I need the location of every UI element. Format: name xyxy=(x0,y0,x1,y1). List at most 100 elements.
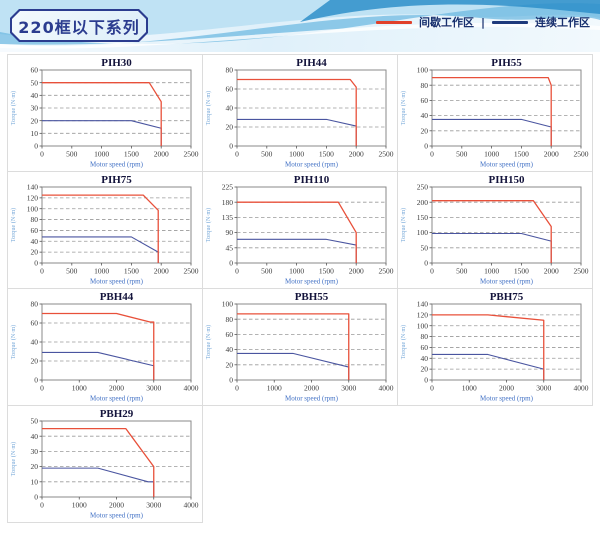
svg-text:PIH110: PIH110 xyxy=(294,174,330,186)
svg-text:PIH75: PIH75 xyxy=(101,174,132,186)
svg-text:Torque (N·m): Torque (N·m) xyxy=(10,442,17,476)
svg-text:100: 100 xyxy=(417,321,429,330)
svg-text:40: 40 xyxy=(31,432,39,441)
svg-text:1000: 1000 xyxy=(94,150,109,159)
chart-PBH55: 0 20 40 60 80 100 0 1000 2000 3000 4000 Motor speed… xyxy=(202,288,398,406)
svg-text:40: 40 xyxy=(31,91,39,100)
svg-text:45: 45 xyxy=(226,243,234,252)
page-header: 220框以下系列 间歇工作区 | 连续工作区 xyxy=(0,0,600,52)
torque-speed-plot-PIH44: 0 20 40 60 80 0 500 1000 1500 2000 2500 Motor speed… xyxy=(205,57,394,169)
legend-separator: | xyxy=(480,15,485,29)
svg-text:PIH30: PIH30 xyxy=(101,57,132,69)
svg-text:Torque (N·m): Torque (N·m) xyxy=(205,208,212,242)
svg-text:100: 100 xyxy=(417,66,429,75)
svg-text:Torque (N·m): Torque (N·m) xyxy=(205,325,212,359)
chart-PIH55: 0 20 40 60 80 100 0 500 1000 1500 2000 2500 Motor sp… xyxy=(397,54,593,172)
svg-text:500: 500 xyxy=(456,267,468,276)
svg-text:20: 20 xyxy=(31,357,39,366)
svg-text:Torque (N·m): Torque (N·m) xyxy=(400,208,407,242)
svg-text:0: 0 xyxy=(34,142,38,151)
legend-label-continuous: 连续工作区 xyxy=(535,16,590,29)
svg-text:2500: 2500 xyxy=(379,150,394,159)
svg-text:200: 200 xyxy=(417,198,429,207)
svg-text:40: 40 xyxy=(421,354,429,363)
svg-text:PIH55: PIH55 xyxy=(491,57,522,69)
svg-text:PIH44: PIH44 xyxy=(296,57,327,69)
svg-text:140: 140 xyxy=(27,183,39,192)
svg-text:1000: 1000 xyxy=(289,150,304,159)
svg-text:40: 40 xyxy=(421,111,429,120)
chart-PBH75: 0 20 40 60 80 100 120 140 0 1000 2000 3000 4000 Motor… xyxy=(397,288,593,406)
svg-text:1000: 1000 xyxy=(484,267,499,276)
svg-text:100: 100 xyxy=(27,204,39,213)
svg-text:1500: 1500 xyxy=(514,267,529,276)
svg-text:40: 40 xyxy=(226,345,234,354)
svg-text:4000: 4000 xyxy=(184,384,199,393)
svg-text:20: 20 xyxy=(421,365,429,374)
svg-text:60: 60 xyxy=(31,66,39,75)
svg-text:PIH150: PIH150 xyxy=(488,174,525,186)
svg-text:40: 40 xyxy=(31,237,39,246)
svg-text:0: 0 xyxy=(229,259,233,268)
svg-text:Torque (N·m): Torque (N·m) xyxy=(205,91,212,125)
svg-text:20: 20 xyxy=(226,123,234,132)
svg-text:500: 500 xyxy=(261,267,273,276)
svg-text:1500: 1500 xyxy=(319,150,334,159)
svg-text:1000: 1000 xyxy=(289,267,304,276)
svg-text:3000: 3000 xyxy=(146,501,161,510)
svg-text:50: 50 xyxy=(31,417,39,426)
svg-text:50: 50 xyxy=(31,78,39,87)
svg-text:60: 60 xyxy=(31,319,39,328)
svg-text:2500: 2500 xyxy=(379,267,394,276)
svg-text:80: 80 xyxy=(421,81,429,90)
svg-text:140: 140 xyxy=(417,300,429,309)
svg-text:20: 20 xyxy=(31,248,39,257)
svg-text:80: 80 xyxy=(226,66,234,75)
svg-text:0: 0 xyxy=(424,142,428,151)
svg-text:Motor speed (rpm): Motor speed (rpm) xyxy=(90,395,144,403)
svg-text:150: 150 xyxy=(417,213,429,222)
svg-text:500: 500 xyxy=(66,150,78,159)
svg-text:50: 50 xyxy=(421,243,429,252)
svg-text:PBH55: PBH55 xyxy=(295,291,329,303)
intermittent-zone-curve xyxy=(237,313,350,380)
svg-text:Motor speed (rpm): Motor speed (rpm) xyxy=(480,161,534,169)
svg-text:60: 60 xyxy=(226,330,234,339)
svg-text:4000: 4000 xyxy=(379,384,394,393)
svg-text:Torque (N·m): Torque (N·m) xyxy=(10,91,17,125)
series-title-badge: 220框以下系列 xyxy=(10,9,148,42)
svg-text:10: 10 xyxy=(31,477,39,486)
svg-text:250: 250 xyxy=(417,183,429,192)
chart-PIH110: 0 45 90 135 180 225 0 500 1000 1500 2000 2500 Motor … xyxy=(202,171,398,289)
svg-text:2000: 2000 xyxy=(499,384,514,393)
svg-text:0: 0 xyxy=(430,384,434,393)
svg-text:2000: 2000 xyxy=(544,267,559,276)
svg-text:20: 20 xyxy=(226,360,234,369)
svg-text:2500: 2500 xyxy=(184,150,199,159)
svg-text:0: 0 xyxy=(430,267,434,276)
continuous-zone-line-icon xyxy=(492,20,528,24)
svg-text:500: 500 xyxy=(261,150,273,159)
torque-speed-plot-PBH44: 0 20 40 60 80 0 1000 2000 3000 4000 Motor speed (r… xyxy=(10,291,199,403)
svg-text:Motor speed (rpm): Motor speed (rpm) xyxy=(480,395,534,403)
svg-text:30: 30 xyxy=(31,104,39,113)
svg-text:0: 0 xyxy=(229,376,233,385)
svg-text:1500: 1500 xyxy=(124,150,139,159)
page-title: 220框以下系列 xyxy=(18,17,140,37)
svg-text:2000: 2000 xyxy=(544,150,559,159)
torque-speed-plot-PBH29: 0 10 20 30 40 50 0 1000 2000 3000 4000 Motor speed … xyxy=(10,408,199,520)
svg-text:2000: 2000 xyxy=(349,267,364,276)
svg-text:0: 0 xyxy=(40,150,44,159)
svg-text:40: 40 xyxy=(226,104,234,113)
svg-text:60: 60 xyxy=(226,85,234,94)
svg-text:0: 0 xyxy=(430,150,434,159)
svg-text:0: 0 xyxy=(40,267,44,276)
svg-text:90: 90 xyxy=(226,228,234,237)
svg-text:2000: 2000 xyxy=(304,384,319,393)
svg-text:2500: 2500 xyxy=(184,267,199,276)
svg-text:0: 0 xyxy=(424,376,428,385)
svg-text:2000: 2000 xyxy=(154,267,169,276)
chart-PIH150: 0 50 100 150 200 250 0 500 1000 1500 2000 2500 Motor… xyxy=(397,171,593,289)
intermittent-zone-curve xyxy=(42,312,155,380)
svg-text:0: 0 xyxy=(34,259,38,268)
